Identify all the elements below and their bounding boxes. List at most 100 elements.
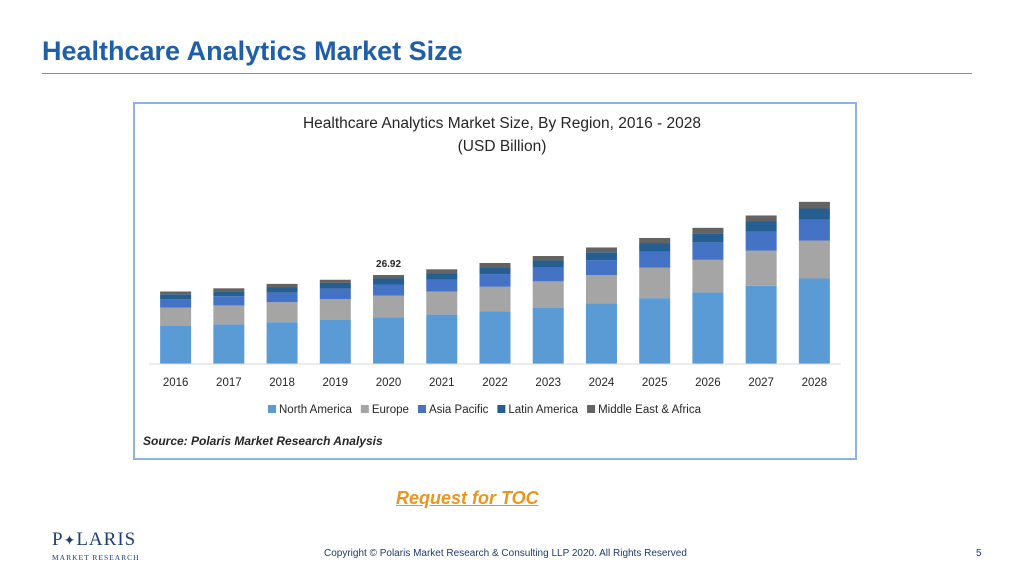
x-tick-label: 2018 xyxy=(269,377,295,389)
x-tick-label: 2024 xyxy=(589,377,615,389)
bar-segment-2027-4 xyxy=(745,215,777,222)
chart-source: Source: Polaris Market Research Analysis xyxy=(143,434,383,448)
bar-segment-2021-1 xyxy=(426,291,458,315)
bar-segment-2020-4 xyxy=(373,275,405,279)
bar-segment-2028-3 xyxy=(798,208,830,220)
legend-label: Middle East & Africa xyxy=(598,404,702,416)
bar-segment-2022-0 xyxy=(479,311,511,364)
x-tick-label: 2020 xyxy=(376,377,402,389)
bar-segment-2024-1 xyxy=(585,275,617,304)
chart-subtitle: (USD Billion) xyxy=(458,138,547,155)
bar-segment-2021-4 xyxy=(426,269,458,274)
bar-segment-2028-0 xyxy=(798,278,830,364)
bar-segment-2025-4 xyxy=(639,237,671,244)
bar-segment-2022-4 xyxy=(479,262,511,268)
x-tick-label: 2022 xyxy=(482,377,508,389)
star-icon: ✦ xyxy=(63,534,77,549)
stacked-bar-chart: Healthcare Analytics Market Size, By Reg… xyxy=(143,115,841,448)
legend-label: Latin America xyxy=(508,404,578,416)
x-tick-label: 2027 xyxy=(748,377,774,389)
bar-segment-2023-3 xyxy=(532,260,564,268)
bar-segment-2018-1 xyxy=(266,302,298,323)
bar-segment-2016-4 xyxy=(160,291,192,295)
legend-swatch xyxy=(587,405,596,413)
bar-segment-2025-0 xyxy=(639,298,671,364)
chart-legend: North America Europe Asia Pacific Latin Ame… xyxy=(268,404,702,416)
bar-segment-2021-3 xyxy=(426,273,458,280)
bar-segment-2017-3 xyxy=(213,291,245,297)
bar-segment-2028-1 xyxy=(798,240,830,279)
x-tick-label: 2019 xyxy=(323,377,349,389)
bar-segment-2024-2 xyxy=(585,260,617,276)
bar-segment-2017-2 xyxy=(213,296,245,306)
bar-segment-2019-2 xyxy=(319,288,351,300)
x-tick-label: 2021 xyxy=(429,377,455,389)
bar-segment-2025-2 xyxy=(639,251,671,268)
request-toc-link[interactable]: Request for TOC xyxy=(396,488,539,508)
x-tick-label: 2026 xyxy=(695,377,721,389)
bar-segment-2028-4 xyxy=(798,201,830,209)
bar-segment-2024-3 xyxy=(585,252,617,261)
title-divider xyxy=(42,73,972,74)
slide-title: Healthcare Analytics Market Size xyxy=(42,36,463,66)
bar-segment-2022-1 xyxy=(479,286,511,312)
bar-segment-2023-4 xyxy=(532,256,564,261)
x-tick-label: 2016 xyxy=(163,377,189,389)
bar-segment-2026-3 xyxy=(692,233,724,243)
bar-segment-2020-0 xyxy=(373,317,405,364)
chart-title: Healthcare Analytics Market Size, By Reg… xyxy=(303,115,701,132)
legend-swatch xyxy=(268,405,276,413)
bar-segment-2025-1 xyxy=(639,267,671,299)
legend-label: North America xyxy=(279,404,352,416)
bar-segment-2017-0 xyxy=(213,324,245,364)
bar-segment-2023-2 xyxy=(532,267,564,282)
x-tick-labels: 2016 2017 2018 2019 2020 2021 2022 2023 2024 2025… xyxy=(163,377,827,389)
bar-segment-2018-3 xyxy=(266,287,298,293)
bar-segment-2025-3 xyxy=(639,243,671,252)
legend-swatch xyxy=(497,405,506,413)
bar-segment-2017-4 xyxy=(213,288,245,292)
bar-segment-2019-4 xyxy=(319,279,351,283)
bar-segment-2022-3 xyxy=(479,267,511,275)
chart-frame: Healthcare Analytics Market Size, By Reg… xyxy=(133,102,857,460)
bar-segment-2021-0 xyxy=(426,314,458,364)
data-label: 26.92 xyxy=(376,259,401,270)
bar-segment-2024-0 xyxy=(585,303,617,364)
bar-segment-2017-1 xyxy=(213,305,245,325)
x-tick-label: 2025 xyxy=(642,377,668,389)
legend-swatch xyxy=(360,405,369,413)
logo-wordmark: P✦LARIS xyxy=(52,529,137,550)
bar-segment-2026-0 xyxy=(692,292,724,364)
bar-segment-2016-1 xyxy=(160,307,192,326)
bar-segment-2027-1 xyxy=(745,250,777,286)
bar-segment-2019-0 xyxy=(319,319,351,364)
bar-segment-2018-2 xyxy=(266,292,298,303)
bar-segment-2027-3 xyxy=(745,221,777,232)
bar-segment-2028-2 xyxy=(798,219,830,241)
bar-segment-2027-2 xyxy=(745,231,777,251)
bar-segment-2018-0 xyxy=(266,322,298,364)
annotations-layer: 26.92 xyxy=(376,259,401,270)
bar-segment-2020-2 xyxy=(373,284,405,296)
bar-segment-2016-0 xyxy=(160,326,192,364)
legend-swatch xyxy=(417,405,426,413)
bar-segment-2026-1 xyxy=(692,259,724,293)
bar-segment-2019-3 xyxy=(319,282,351,289)
bar-segment-2027-0 xyxy=(745,285,777,364)
polaris-logo: P✦LARIS MARKET RESEARCH xyxy=(52,530,140,562)
bar-segment-2021-2 xyxy=(426,279,458,292)
bar-segment-2023-1 xyxy=(532,281,564,308)
bar-segment-2022-2 xyxy=(479,274,511,287)
x-tick-label: 2023 xyxy=(535,377,561,389)
legend-label: Asia Pacific xyxy=(429,404,489,416)
copyright-text: Copyright © Polaris Market Research & Co… xyxy=(324,548,687,559)
bar-segment-2019-1 xyxy=(319,299,351,320)
bar-segment-2016-3 xyxy=(160,294,192,300)
bar-segment-2023-0 xyxy=(532,307,564,364)
x-tick-label: 2017 xyxy=(216,377,242,389)
bar-segment-2026-4 xyxy=(692,227,724,234)
bar-segment-2020-3 xyxy=(373,278,405,285)
bar-segment-2016-2 xyxy=(160,299,192,308)
bars-layer xyxy=(160,201,830,364)
legend-label: Europe xyxy=(372,404,409,416)
